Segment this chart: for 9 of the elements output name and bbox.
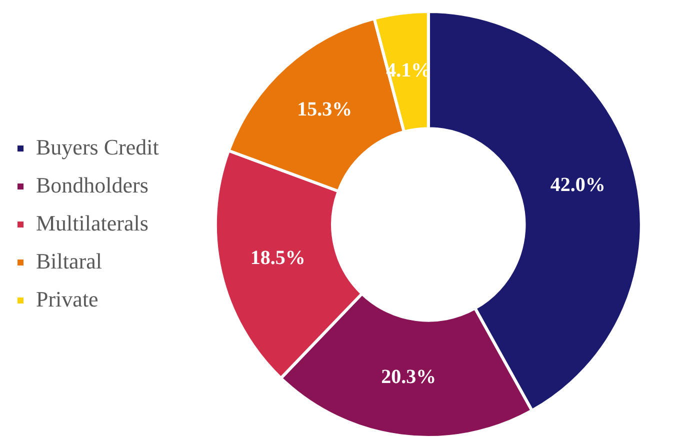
- data-label: 20.3%: [381, 366, 436, 388]
- legend-label: Multilaterals: [36, 210, 148, 236]
- legend-label: Biltaral: [36, 248, 102, 274]
- legend-label: Bondholders: [36, 172, 148, 198]
- legend-label: Buyers Credit: [36, 134, 159, 160]
- data-label: 18.5%: [250, 247, 306, 270]
- legend-label: Private: [36, 286, 98, 312]
- data-label: 15.3%: [297, 98, 352, 120]
- data-label: 42.0%: [550, 174, 606, 196]
